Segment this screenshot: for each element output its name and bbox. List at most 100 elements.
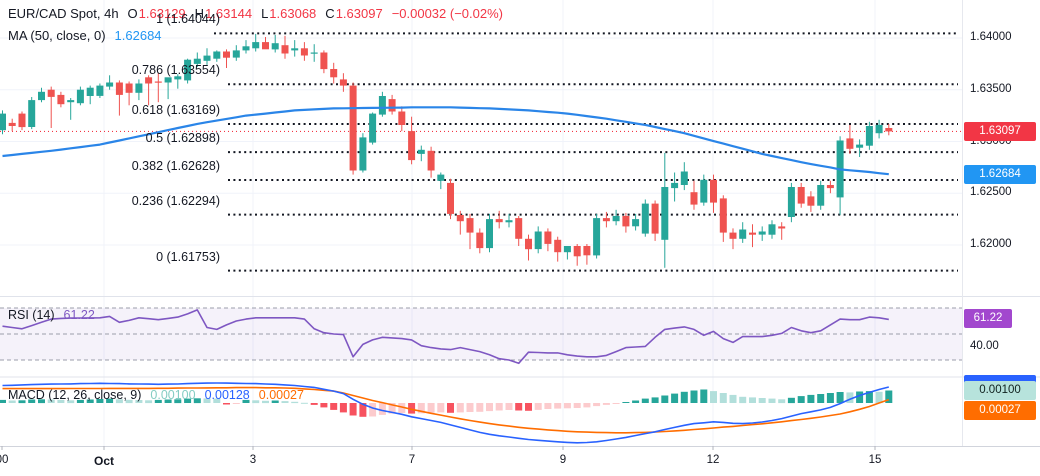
candle-body[interactable] bbox=[573, 246, 581, 257]
candle-body[interactable] bbox=[739, 229, 747, 239]
candle-body[interactable] bbox=[398, 111, 406, 126]
candle-body[interactable] bbox=[856, 144, 864, 148]
candle-body[interactable] bbox=[466, 218, 474, 233]
candle-body[interactable] bbox=[145, 77, 153, 84]
candle-body[interactable] bbox=[174, 76, 182, 80]
candle-body[interactable] bbox=[47, 89, 55, 97]
macd-histogram-bar[interactable] bbox=[583, 403, 591, 408]
candle-body[interactable] bbox=[797, 187, 805, 204]
candle-body[interactable] bbox=[778, 226, 786, 229]
macd-histogram-bar[interactable] bbox=[57, 399, 65, 403]
macd-histogram-bar[interactable] bbox=[505, 403, 513, 410]
candle-body[interactable] bbox=[242, 46, 250, 51]
candle-body[interactable] bbox=[680, 171, 688, 186]
candle-body[interactable] bbox=[330, 69, 338, 78]
macd-histogram-bar[interactable] bbox=[330, 403, 338, 410]
candle-body[interactable] bbox=[223, 51, 230, 58]
candle-body[interactable] bbox=[554, 239, 562, 253]
macd-histogram-bar[interactable] bbox=[710, 391, 717, 403]
fib-level-label[interactable]: 0.236 (1.62294) bbox=[131, 193, 220, 208]
candle-body[interactable] bbox=[339, 79, 347, 86]
macd-histogram-bar[interactable] bbox=[164, 399, 172, 404]
candle-body[interactable] bbox=[612, 216, 620, 222]
macd-histogram-bar[interactable] bbox=[193, 398, 201, 404]
candle-body[interactable] bbox=[525, 238, 532, 250]
macd-histogram-bar[interactable] bbox=[8, 400, 16, 404]
candle-body[interactable] bbox=[427, 150, 435, 171]
macd-histogram-bar[interactable] bbox=[768, 398, 776, 403]
candle-body[interactable] bbox=[369, 113, 377, 143]
macd-histogram-bar[interactable] bbox=[885, 390, 893, 404]
macd-histogram-bar[interactable] bbox=[145, 400, 153, 404]
candle-body[interactable] bbox=[359, 137, 367, 171]
macd-histogram-bar[interactable] bbox=[563, 403, 571, 409]
macd-histogram-bar[interactable] bbox=[369, 403, 377, 417]
candle-body[interactable] bbox=[213, 51, 221, 59]
macd-histogram-bar[interactable] bbox=[826, 393, 834, 403]
macd-histogram-bar[interactable] bbox=[38, 399, 45, 404]
macd-histogram-bar[interactable] bbox=[651, 397, 659, 403]
macd-histogram-bar[interactable] bbox=[690, 390, 698, 404]
macd-histogram-bar[interactable] bbox=[242, 399, 250, 403]
candle-body[interactable] bbox=[184, 59, 192, 81]
candle-body[interactable] bbox=[768, 224, 776, 235]
candle-body[interactable] bbox=[28, 100, 36, 127]
candle-body[interactable] bbox=[534, 231, 542, 250]
macd-histogram-bar[interactable] bbox=[632, 400, 640, 404]
macd-histogram-bar[interactable] bbox=[437, 403, 445, 413]
fib-level-label[interactable]: 0.5 (1.62898) bbox=[145, 131, 220, 146]
macd-histogram-bar[interactable] bbox=[96, 399, 104, 403]
candle-body[interactable] bbox=[505, 220, 513, 223]
symbol-legend[interactable]: EUR/CAD Spot, 4h O1.63129 H1.63144 L1.63068… bbox=[8, 6, 503, 21]
ma-legend[interactable]: MA (50, close, 0) 1.62684 bbox=[8, 28, 162, 43]
candle-body[interactable] bbox=[417, 149, 425, 154]
macd-legend[interactable]: MACD (12, 26, close, 9) 0.00100 0.00128 0.0… bbox=[8, 388, 304, 402]
candle-body[interactable] bbox=[563, 246, 571, 253]
macd-histogram-bar[interactable] bbox=[797, 396, 805, 403]
macd-histogram-bar[interactable] bbox=[300, 402, 308, 404]
candle-body[interactable] bbox=[622, 216, 630, 227]
candle-body[interactable] bbox=[787, 187, 795, 217]
macd-histogram-bar[interactable] bbox=[573, 403, 581, 408]
fib-level-label[interactable]: 0 (1.61753) bbox=[156, 249, 220, 264]
macd-histogram-bar[interactable] bbox=[262, 400, 269, 404]
macd-histogram-bar[interactable] bbox=[612, 403, 620, 404]
candle-body[interactable] bbox=[252, 42, 260, 49]
macd-histogram-bar[interactable] bbox=[174, 399, 182, 404]
candle-body[interactable] bbox=[378, 96, 386, 115]
candle-body[interactable] bbox=[807, 196, 815, 206]
macd-histogram-bar[interactable] bbox=[427, 403, 435, 413]
macd-histogram-bar[interactable] bbox=[875, 391, 883, 404]
candle-body[interactable] bbox=[320, 52, 328, 70]
candle-body[interactable] bbox=[271, 43, 279, 50]
candle-body[interactable] bbox=[476, 232, 484, 249]
candle-body[interactable] bbox=[641, 203, 649, 234]
macd-histogram-bar[interactable] bbox=[700, 389, 708, 404]
candle-body[interactable] bbox=[486, 219, 493, 249]
macd-histogram-bar[interactable] bbox=[135, 400, 143, 403]
macd-histogram-bar[interactable] bbox=[408, 403, 416, 414]
macd-histogram-bar[interactable] bbox=[378, 403, 386, 415]
candle-body[interactable] bbox=[86, 87, 94, 96]
fib-level-label[interactable]: 1 (1.64044) bbox=[156, 12, 220, 27]
candle-body[interactable] bbox=[719, 198, 727, 233]
candle-body[interactable] bbox=[67, 100, 75, 103]
candle-body[interactable] bbox=[388, 99, 396, 112]
macd-histogram-bar[interactable] bbox=[281, 401, 289, 403]
fib-level-label[interactable]: 0.786 (1.63554) bbox=[131, 63, 220, 78]
macd-histogram-bar[interactable] bbox=[339, 403, 347, 413]
macd-histogram-bar[interactable] bbox=[76, 399, 84, 403]
fib-level-label[interactable]: 0.382 (1.62628) bbox=[131, 159, 220, 173]
macd-histogram-bar[interactable] bbox=[729, 394, 737, 403]
macd-histogram-bar[interactable] bbox=[836, 392, 844, 403]
macd-histogram-bar[interactable] bbox=[807, 394, 815, 403]
macd-histogram-bar[interactable] bbox=[622, 402, 630, 403]
macd-histogram-bar[interactable] bbox=[154, 399, 162, 403]
candle-body[interactable] bbox=[632, 219, 640, 227]
macd-histogram-bar[interactable] bbox=[749, 397, 756, 403]
macd-histogram-bar[interactable] bbox=[310, 403, 318, 405]
macd-histogram-bar[interactable] bbox=[671, 393, 679, 403]
candle-body[interactable] bbox=[661, 187, 669, 240]
macd-histogram-bar[interactable] bbox=[466, 403, 474, 412]
candle-body[interactable] bbox=[875, 124, 883, 134]
